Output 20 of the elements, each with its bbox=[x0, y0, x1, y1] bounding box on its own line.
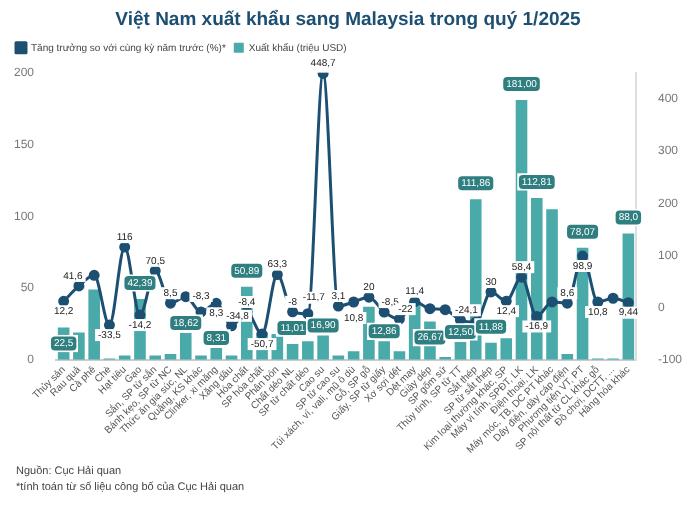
point bbox=[271, 269, 283, 281]
point bbox=[103, 319, 115, 331]
point bbox=[73, 280, 85, 292]
point bbox=[424, 303, 436, 315]
point bbox=[439, 304, 451, 316]
point bbox=[302, 308, 314, 320]
point bbox=[210, 297, 222, 309]
point bbox=[607, 292, 619, 304]
point bbox=[500, 295, 512, 307]
bar bbox=[286, 344, 299, 360]
point bbox=[348, 296, 360, 308]
bar bbox=[454, 341, 467, 360]
point bbox=[58, 295, 70, 307]
point bbox=[88, 269, 100, 281]
point bbox=[256, 328, 268, 340]
point bbox=[287, 306, 299, 318]
point bbox=[226, 320, 238, 332]
point bbox=[531, 310, 543, 322]
point bbox=[546, 296, 558, 308]
chart-title: Việt Nam xuất khẩu sang Malaysia trong quý 1/2025 bbox=[115, 8, 583, 31]
